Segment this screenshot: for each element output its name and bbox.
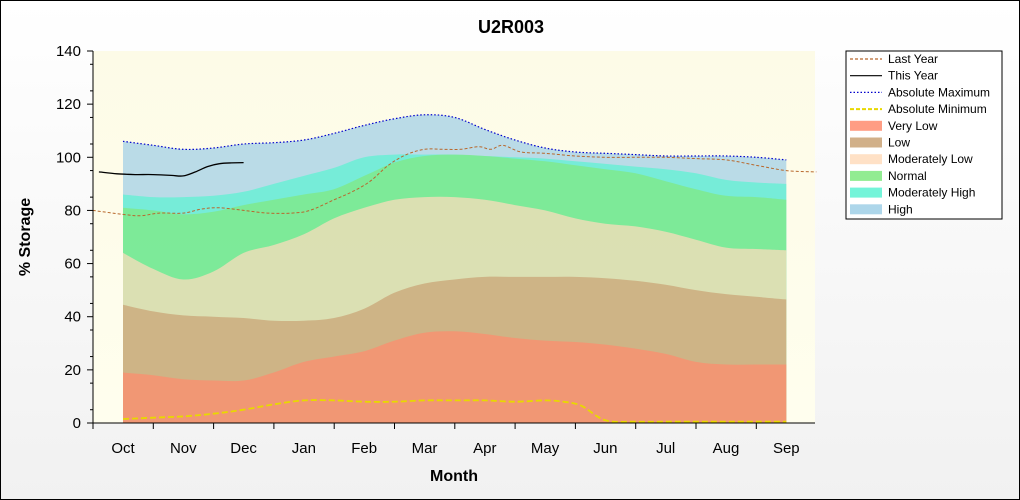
x-tick-label-jun: Jun <box>593 440 617 457</box>
legend-label-low: Low <box>888 136 910 150</box>
y-tick-label: 120 <box>56 96 81 113</box>
legend-swatch-moderately-high <box>850 187 882 198</box>
legend-swatch-very-low <box>850 120 882 131</box>
legend-label-last-year: Last Year <box>888 52 938 66</box>
y-tick-label: 140 <box>56 43 81 60</box>
x-tick-label-oct: Oct <box>111 440 135 457</box>
legend-label-high: High <box>888 202 913 216</box>
y-tick-label: 0 <box>73 415 81 432</box>
x-tick-label-may: May <box>531 440 560 457</box>
y-tick-label: 20 <box>64 362 81 379</box>
x-tick-label-jul: Jul <box>656 440 675 457</box>
y-tick-label: 40 <box>64 309 81 326</box>
legend-label-absolute-maximum: Absolute Maximum <box>888 85 990 99</box>
x-tick-label-jan: Jan <box>292 440 316 457</box>
line-this-year <box>98 161 244 177</box>
y-tick-label: 100 <box>56 149 81 166</box>
x-tick-label-sep: Sep <box>773 440 800 457</box>
legend-swatch-high <box>850 204 882 215</box>
legend-label-very-low: Very Low <box>888 119 938 133</box>
series-lines <box>92 114 817 423</box>
legend-swatch-normal <box>850 170 882 181</box>
x-tick-label-nov: Nov <box>170 440 197 457</box>
y-axis-label: % Storage <box>17 198 34 276</box>
legend: Last Year This Year Absolute Maximum Absolu… <box>845 50 1003 220</box>
y-tick-label: 80 <box>64 202 81 219</box>
legend-label-moderately-high: Moderately High <box>888 186 975 200</box>
legend-label-this-year: This Year <box>888 69 938 83</box>
x-axis-label: Month <box>430 468 478 485</box>
x-tick-label-mar: Mar <box>412 440 438 457</box>
chart-title: U2R003 <box>478 17 544 37</box>
legend-label-absolute-minimum: Absolute Minimum <box>888 102 987 116</box>
x-tick-label-feb: Feb <box>351 440 377 457</box>
range-bands <box>123 114 787 424</box>
legend-label-normal: Normal <box>888 169 927 183</box>
line-absolute-minimum <box>122 399 787 423</box>
x-tick-label-aug: Aug <box>713 440 740 457</box>
x-tick-label-dec: Dec <box>230 440 257 457</box>
legend-swatch-low <box>850 137 882 148</box>
y-tick-label: 60 <box>64 256 81 273</box>
band-very-low <box>123 331 787 423</box>
legend-swatch-moderately-low <box>850 154 882 165</box>
axes: 0 20 40 60 80 100 120 140 Oct Nov Dec Jan Feb Mar Apr M… <box>56 43 815 457</box>
legend-label-moderately-low: Moderately Low <box>888 152 973 166</box>
x-tick-label-apr: Apr <box>473 440 496 457</box>
line-absolute-maximum <box>122 114 787 161</box>
